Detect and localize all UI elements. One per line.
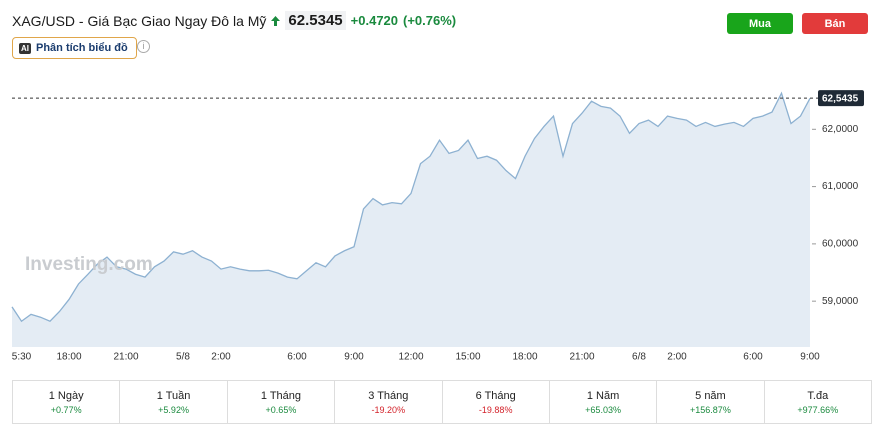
analysis-button[interactable]: AI Phân tích biểu đồ [12,37,137,59]
ai-icon: AI [19,42,31,54]
x-tick-label: 2:00 [211,352,231,363]
symbol: XAG/USD - Giá Bạc Giao Ngay Đô la Mỹ [12,12,267,29]
period-cell[interactable]: 1 Năm +65.03% [550,381,658,423]
period-change: +0.65% [265,404,297,415]
period-change: +0.77% [50,404,82,415]
period-cell[interactable]: 3 Tháng -19.20% [335,381,443,423]
x-tick-label: 9:00 [800,352,820,363]
last-price-label: 62,5435 [822,93,859,104]
y-tick-label: 62,0000 [822,124,859,135]
x-tick-label: 2:00 [667,352,687,363]
period-label: 1 Tuần [156,389,191,402]
x-tick-label: 6/8 [632,352,646,363]
change: +0.4720 [350,13,399,28]
sell-button[interactable]: Bán [802,13,868,34]
buy-button[interactable]: Mua [727,13,793,34]
area-fill [12,93,810,348]
price: 62.5345 [285,11,346,30]
period-change: +977.66% [797,404,839,415]
period-cell[interactable]: 1 Ngày +0.77% [13,381,121,423]
x-tick-label: 12:00 [398,352,423,363]
y-tick-label: 61,0000 [822,181,859,192]
info-icon[interactable]: i [137,40,150,53]
last-price-box [818,90,864,107]
period-label: 1 Ngày [48,389,84,402]
period-cell[interactable]: 1 Tuần +5.92% [120,381,228,423]
period-change: +5.92% [158,404,189,415]
y-tick-label: 59,0000 [822,296,859,307]
period-strip: 1 Ngày +0.77% 1 Tuần +5.92% 1 Tháng +0.65% 3 T… [12,380,872,424]
x-tick-label: 15:00 [455,352,480,363]
period-label: 1 Tháng [260,389,302,402]
period-change: +156.87% [690,404,731,415]
period-change: -19.20% [371,404,406,415]
x-tick-label: 6:00 [743,352,763,363]
header: XAG/USD - Giá Bạc Giao Ngay Đô la Mỹ 62.… [12,11,456,30]
period-change: +65.03% [585,404,621,415]
period-label: T.đa [807,389,829,402]
x-tick-label: 21:00 [569,352,594,363]
period-label: 1 Năm [586,389,620,402]
watermark: Investing.com [25,254,153,275]
period-cell[interactable]: T.đa +977.66% [765,381,871,423]
x-tick-label: 21:00 [113,352,138,363]
period-label: 6 Tháng [475,389,516,402]
change-percent: (+0.76%) [403,13,457,28]
period-cell[interactable]: 5 năm +156.87% [657,381,765,423]
price-line [11,91,811,323]
period-label: 3 Tháng [368,389,409,402]
period-cell[interactable]: 1 Tháng +0.65% [228,381,336,423]
period-cell[interactable]: 6 Tháng -19.88% [443,381,550,423]
y-tick-label: 60,0000 [822,239,859,250]
analysis-label: Phân tích biểu đồ [36,42,128,54]
x-tick-label: 18:00 [512,352,537,363]
x-tick-label: 5:30 [12,352,32,363]
period-label: 5 năm [695,389,726,402]
x-tick-label: 9:00 [344,352,364,363]
x-tick-label: 5/8 [176,352,190,363]
up-arrow [271,15,281,26]
x-tick-label: 18:00 [56,352,81,363]
period-change: -19.88% [478,404,513,415]
x-tick-label: 6:00 [287,352,307,363]
